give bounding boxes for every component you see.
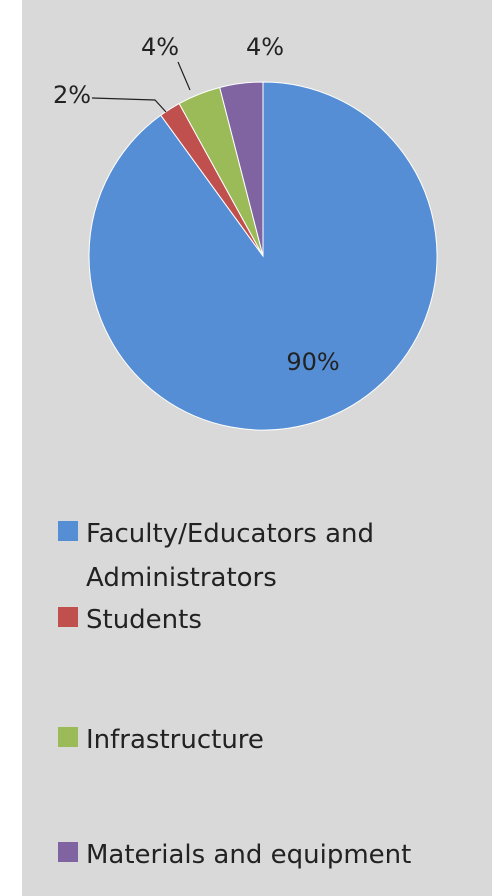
data-label: 90% bbox=[286, 348, 339, 376]
legend-label: Materials and equipment bbox=[86, 840, 412, 870]
legend-label: Faculty/Educators and Administrators bbox=[86, 519, 374, 593]
data-label: 4% bbox=[246, 33, 284, 61]
legend-swatch bbox=[58, 521, 78, 541]
legend-swatch bbox=[58, 727, 78, 747]
legend-item: Infrastructure bbox=[58, 718, 488, 762]
leader-line bbox=[177, 61, 191, 91]
data-label: 2% bbox=[53, 81, 91, 109]
legend-label: Students bbox=[86, 605, 202, 635]
legend-item: Faculty/Educators and Administrators bbox=[58, 512, 488, 600]
pie-slice bbox=[219, 81, 264, 257]
leader-line bbox=[91, 97, 167, 113]
chart: 90% 2% 4% 4% bbox=[53, 33, 438, 431]
legend-swatch bbox=[58, 842, 78, 862]
legend-swatch bbox=[58, 607, 78, 627]
data-label: 4% bbox=[141, 33, 179, 61]
legend-item: Students bbox=[58, 598, 488, 642]
legend-label: Infrastructure bbox=[86, 725, 264, 755]
legend-item: Materials and equipment bbox=[58, 833, 488, 877]
